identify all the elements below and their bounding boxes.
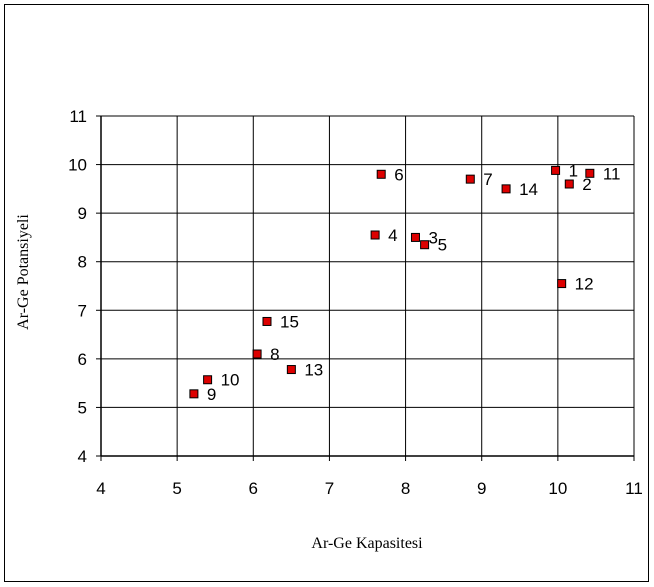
x-tick-label: 9	[477, 479, 486, 498]
point-label: 4	[388, 226, 397, 245]
data-point	[286, 365, 296, 375]
x-tick-label: 7	[325, 479, 334, 498]
data-point	[370, 230, 380, 240]
data-point	[420, 240, 430, 250]
y-tick-label: 10	[68, 156, 87, 175]
data-point	[189, 389, 199, 399]
point-label: 5	[438, 236, 447, 255]
x-tick-label: 6	[249, 479, 258, 498]
point-label: 15	[280, 312, 299, 331]
x-tick-label: 8	[401, 479, 410, 498]
y-tick-label: 6	[78, 350, 87, 369]
point-label: 13	[304, 361, 323, 380]
data-point	[376, 169, 386, 179]
data-point	[262, 316, 272, 326]
y-axis-label: Ar-Ge Potansiyeli	[15, 214, 32, 330]
data-point	[585, 168, 595, 178]
data-points	[189, 165, 595, 399]
chart-frame	[4, 4, 649, 582]
point-label: 8	[270, 345, 279, 364]
data-point	[203, 375, 213, 385]
data-point	[551, 165, 561, 175]
point-label: 9	[207, 385, 216, 404]
point-label: 3	[428, 228, 437, 247]
point-label: 12	[575, 275, 594, 294]
x-tick-label: 10	[548, 479, 567, 498]
y-tick-label: 7	[78, 301, 87, 320]
data-point	[564, 179, 574, 189]
data-point	[501, 184, 511, 194]
point-label: 2	[582, 175, 591, 194]
point-label: 14	[519, 180, 538, 199]
x-tick-label: 5	[172, 479, 181, 498]
data-point	[252, 349, 262, 359]
x-axis-label: Ar-Ge Kapasitesi	[311, 535, 423, 552]
y-tick-label: 4	[78, 447, 87, 466]
y-tick-label: 9	[78, 204, 87, 223]
point-label: 7	[483, 170, 492, 189]
y-tick-label: 5	[78, 398, 87, 417]
x-tick-label: 11	[625, 479, 643, 498]
axes	[96, 115, 635, 461]
y-tick-label: 11	[69, 107, 87, 126]
point-label: 1	[569, 161, 578, 180]
data-point	[410, 232, 420, 242]
point-label: 11	[603, 164, 621, 183]
data-point	[557, 279, 567, 289]
point-label: 10	[221, 371, 240, 390]
point-label: 6	[394, 165, 403, 184]
data-point	[465, 174, 475, 184]
x-tick-label: 4	[96, 479, 105, 498]
y-tick-label: 8	[78, 253, 87, 272]
